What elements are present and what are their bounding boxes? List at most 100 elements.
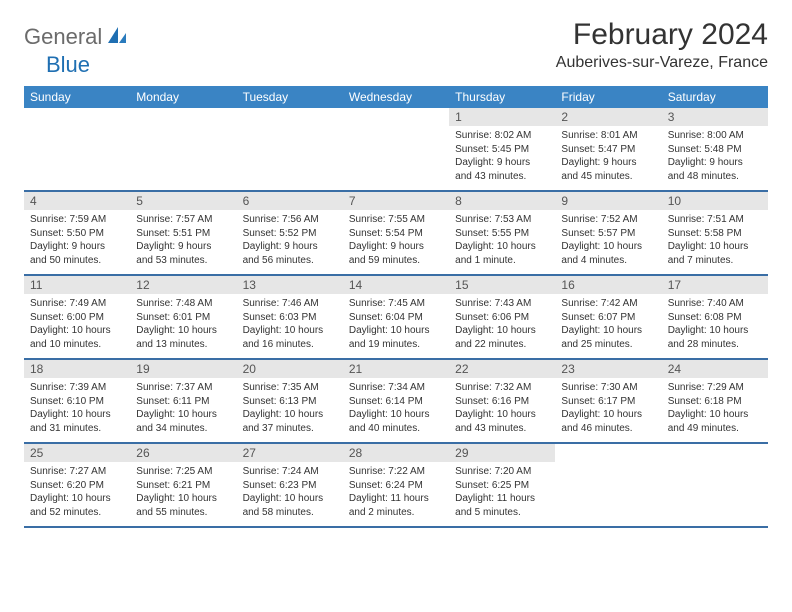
sunset-text: Sunset: 6:24 PM xyxy=(349,479,443,493)
day-body: Sunrise: 7:35 AMSunset: 6:13 PMDaylight:… xyxy=(237,378,343,441)
daylight-text: Daylight: 11 hours and 2 minutes. xyxy=(349,492,443,519)
day-number: 16 xyxy=(555,276,661,294)
sunset-text: Sunset: 6:23 PM xyxy=(243,479,337,493)
day-number xyxy=(130,108,236,112)
daylight-text: Daylight: 10 hours and 16 minutes. xyxy=(243,324,337,351)
sunrise-text: Sunrise: 7:39 AM xyxy=(30,381,124,395)
day-number: 27 xyxy=(237,444,343,462)
day-number: 18 xyxy=(24,360,130,378)
day-cell: 3Sunrise: 8:00 AMSunset: 5:48 PMDaylight… xyxy=(662,108,768,190)
day-cell: 7Sunrise: 7:55 AMSunset: 5:54 PMDaylight… xyxy=(343,192,449,274)
sunrise-text: Sunrise: 7:56 AM xyxy=(243,213,337,227)
daylight-text: Daylight: 10 hours and 40 minutes. xyxy=(349,408,443,435)
day-body: Sunrise: 7:30 AMSunset: 6:17 PMDaylight:… xyxy=(555,378,661,441)
day-number: 28 xyxy=(343,444,449,462)
day-number: 6 xyxy=(237,192,343,210)
day-cell: 17Sunrise: 7:40 AMSunset: 6:08 PMDayligh… xyxy=(662,276,768,358)
day-body: Sunrise: 7:55 AMSunset: 5:54 PMDaylight:… xyxy=(343,210,449,273)
sunrise-text: Sunrise: 7:25 AM xyxy=(136,465,230,479)
daylight-text: Daylight: 10 hours and 22 minutes. xyxy=(455,324,549,351)
day-number: 20 xyxy=(237,360,343,378)
sunrise-text: Sunrise: 7:57 AM xyxy=(136,213,230,227)
dow-cell: Friday xyxy=(555,86,661,108)
day-cell: 4Sunrise: 7:59 AMSunset: 5:50 PMDaylight… xyxy=(24,192,130,274)
sunrise-text: Sunrise: 7:29 AM xyxy=(668,381,762,395)
day-body: Sunrise: 8:00 AMSunset: 5:48 PMDaylight:… xyxy=(662,126,768,189)
week-row: 11Sunrise: 7:49 AMSunset: 6:00 PMDayligh… xyxy=(24,276,768,360)
day-cell xyxy=(24,108,130,190)
day-number: 3 xyxy=(662,108,768,126)
day-number: 9 xyxy=(555,192,661,210)
day-cell: 13Sunrise: 7:46 AMSunset: 6:03 PMDayligh… xyxy=(237,276,343,358)
daylight-text: Daylight: 10 hours and 55 minutes. xyxy=(136,492,230,519)
day-cell xyxy=(662,444,768,526)
day-body: Sunrise: 7:40 AMSunset: 6:08 PMDaylight:… xyxy=(662,294,768,357)
week-row: 4Sunrise: 7:59 AMSunset: 5:50 PMDaylight… xyxy=(24,192,768,276)
sunset-text: Sunset: 5:58 PM xyxy=(668,227,762,241)
sunset-text: Sunset: 6:06 PM xyxy=(455,311,549,325)
sunset-text: Sunset: 6:07 PM xyxy=(561,311,655,325)
day-cell: 15Sunrise: 7:43 AMSunset: 6:06 PMDayligh… xyxy=(449,276,555,358)
daylight-text: Daylight: 9 hours and 43 minutes. xyxy=(455,156,549,183)
day-body: Sunrise: 7:20 AMSunset: 6:25 PMDaylight:… xyxy=(449,462,555,525)
sail-icon xyxy=(106,25,128,50)
day-cell: 16Sunrise: 7:42 AMSunset: 6:07 PMDayligh… xyxy=(555,276,661,358)
day-body: Sunrise: 7:37 AMSunset: 6:11 PMDaylight:… xyxy=(130,378,236,441)
daylight-text: Daylight: 10 hours and 19 minutes. xyxy=(349,324,443,351)
day-cell: 23Sunrise: 7:30 AMSunset: 6:17 PMDayligh… xyxy=(555,360,661,442)
sunset-text: Sunset: 6:25 PM xyxy=(455,479,549,493)
day-body: Sunrise: 7:42 AMSunset: 6:07 PMDaylight:… xyxy=(555,294,661,357)
day-body: Sunrise: 7:57 AMSunset: 5:51 PMDaylight:… xyxy=(130,210,236,273)
day-body: Sunrise: 7:45 AMSunset: 6:04 PMDaylight:… xyxy=(343,294,449,357)
day-number xyxy=(24,108,130,112)
day-number: 7 xyxy=(343,192,449,210)
day-cell: 9Sunrise: 7:52 AMSunset: 5:57 PMDaylight… xyxy=(555,192,661,274)
day-cell: 1Sunrise: 8:02 AMSunset: 5:45 PMDaylight… xyxy=(449,108,555,190)
day-cell: 19Sunrise: 7:37 AMSunset: 6:11 PMDayligh… xyxy=(130,360,236,442)
sunrise-text: Sunrise: 8:00 AM xyxy=(668,129,762,143)
day-number: 15 xyxy=(449,276,555,294)
sunrise-text: Sunrise: 7:35 AM xyxy=(243,381,337,395)
day-cell: 11Sunrise: 7:49 AMSunset: 6:00 PMDayligh… xyxy=(24,276,130,358)
day-cell: 8Sunrise: 7:53 AMSunset: 5:55 PMDaylight… xyxy=(449,192,555,274)
sunrise-text: Sunrise: 7:51 AM xyxy=(668,213,762,227)
day-body: Sunrise: 7:43 AMSunset: 6:06 PMDaylight:… xyxy=(449,294,555,357)
sunrise-text: Sunrise: 7:43 AM xyxy=(455,297,549,311)
day-cell xyxy=(555,444,661,526)
day-body: Sunrise: 7:49 AMSunset: 6:00 PMDaylight:… xyxy=(24,294,130,357)
sunset-text: Sunset: 5:45 PM xyxy=(455,143,549,157)
sunrise-text: Sunrise: 7:40 AM xyxy=(668,297,762,311)
daylight-text: Daylight: 10 hours and 58 minutes. xyxy=(243,492,337,519)
sunset-text: Sunset: 6:00 PM xyxy=(30,311,124,325)
daylight-text: Daylight: 10 hours and 1 minute. xyxy=(455,240,549,267)
day-cell: 27Sunrise: 7:24 AMSunset: 6:23 PMDayligh… xyxy=(237,444,343,526)
month-title: February 2024 xyxy=(556,18,768,52)
daylight-text: Daylight: 9 hours and 59 minutes. xyxy=(349,240,443,267)
day-number: 8 xyxy=(449,192,555,210)
sunrise-text: Sunrise: 7:55 AM xyxy=(349,213,443,227)
day-number xyxy=(343,108,449,112)
dow-cell: Monday xyxy=(130,86,236,108)
sunset-text: Sunset: 6:03 PM xyxy=(243,311,337,325)
daylight-text: Daylight: 9 hours and 48 minutes. xyxy=(668,156,762,183)
day-number: 25 xyxy=(24,444,130,462)
sunrise-text: Sunrise: 7:49 AM xyxy=(30,297,124,311)
day-number: 4 xyxy=(24,192,130,210)
day-cell: 18Sunrise: 7:39 AMSunset: 6:10 PMDayligh… xyxy=(24,360,130,442)
sunrise-text: Sunrise: 7:48 AM xyxy=(136,297,230,311)
day-body: Sunrise: 7:48 AMSunset: 6:01 PMDaylight:… xyxy=(130,294,236,357)
day-body: Sunrise: 7:46 AMSunset: 6:03 PMDaylight:… xyxy=(237,294,343,357)
brand-blue-wrap: Blue xyxy=(38,52,90,78)
day-number: 2 xyxy=(555,108,661,126)
day-number: 23 xyxy=(555,360,661,378)
day-cell: 21Sunrise: 7:34 AMSunset: 6:14 PMDayligh… xyxy=(343,360,449,442)
daylight-text: Daylight: 9 hours and 56 minutes. xyxy=(243,240,337,267)
daylight-text: Daylight: 11 hours and 5 minutes. xyxy=(455,492,549,519)
day-body: Sunrise: 7:22 AMSunset: 6:24 PMDaylight:… xyxy=(343,462,449,525)
sunrise-text: Sunrise: 7:53 AM xyxy=(455,213,549,227)
day-number: 26 xyxy=(130,444,236,462)
brand-general: General xyxy=(24,24,102,50)
day-cell xyxy=(343,108,449,190)
day-number: 17 xyxy=(662,276,768,294)
daylight-text: Daylight: 9 hours and 45 minutes. xyxy=(561,156,655,183)
